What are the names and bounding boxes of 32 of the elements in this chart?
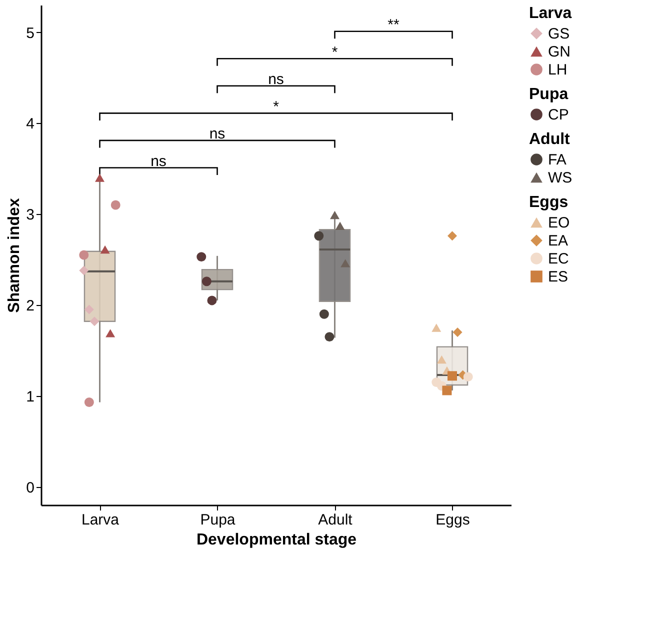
y-tick-label: 4 [26, 116, 34, 133]
y-tick-label: 5 [26, 24, 34, 42]
legend-label: EC [548, 250, 570, 268]
legend-label: FA [548, 152, 566, 168]
y-tick-label: 3 [26, 206, 34, 224]
x-tick-label: Adult [318, 512, 354, 528]
legend-label: EO [548, 214, 570, 232]
annotation: * [273, 98, 280, 116]
legend-label: CP [548, 106, 569, 124]
y-tick-label: 1 [26, 388, 34, 406]
legend-label: WS [548, 170, 572, 186]
x-axis-title: Developmental stage [196, 532, 357, 548]
legend-label: ES [548, 268, 568, 286]
annotation: * [332, 44, 338, 61]
annotation: ns [150, 152, 166, 170]
legend-label: GS [548, 26, 570, 42]
x-tick-label: Eggs [436, 512, 470, 528]
category-label: Adult [529, 131, 570, 148]
y-tick-label: 0 [26, 479, 34, 496]
annotation: ns [209, 126, 226, 143]
y-tick-label: 2 [26, 298, 34, 314]
x-tick-label: Larva [81, 512, 120, 528]
y-axis-title: Shannon index [6, 198, 24, 313]
category-label: Eggs [529, 194, 568, 211]
x-tick-label: Pupa [200, 512, 236, 528]
category-label: Pupa [529, 86, 568, 103]
legend-label: LH [548, 62, 568, 78]
legend-label: GN [548, 44, 570, 60]
category-label: Larva [529, 5, 572, 22]
legend-label: EA [548, 232, 568, 250]
annotation: ns [268, 71, 284, 88]
annotation: ** [388, 16, 400, 34]
